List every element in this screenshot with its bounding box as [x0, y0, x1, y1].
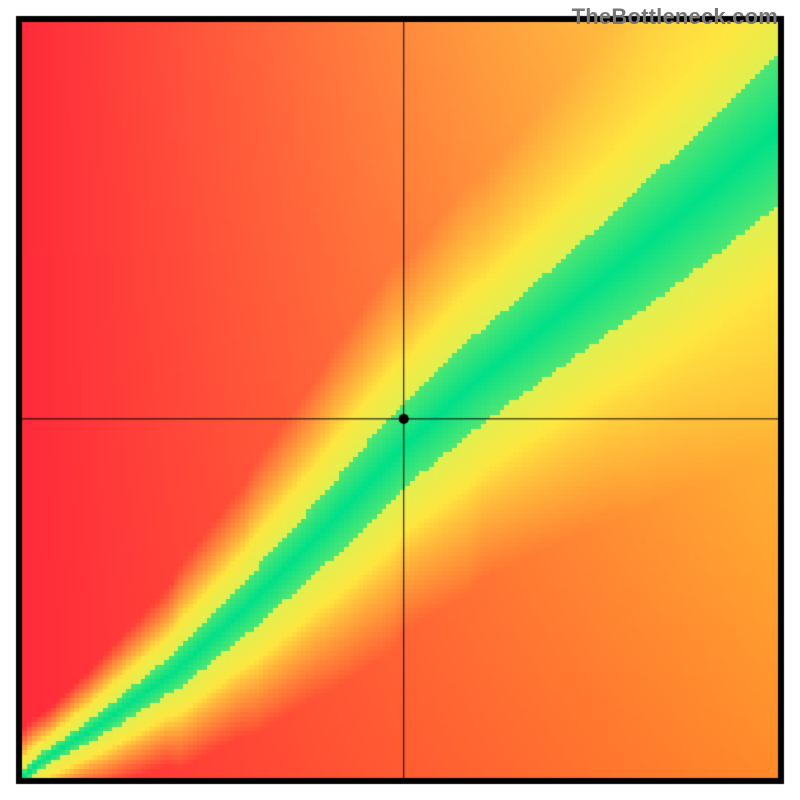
watermark-text: TheBottleneck.com — [572, 4, 778, 30]
chart-container: TheBottleneck.com — [0, 0, 800, 800]
bottleneck-heatmap — [0, 0, 800, 800]
